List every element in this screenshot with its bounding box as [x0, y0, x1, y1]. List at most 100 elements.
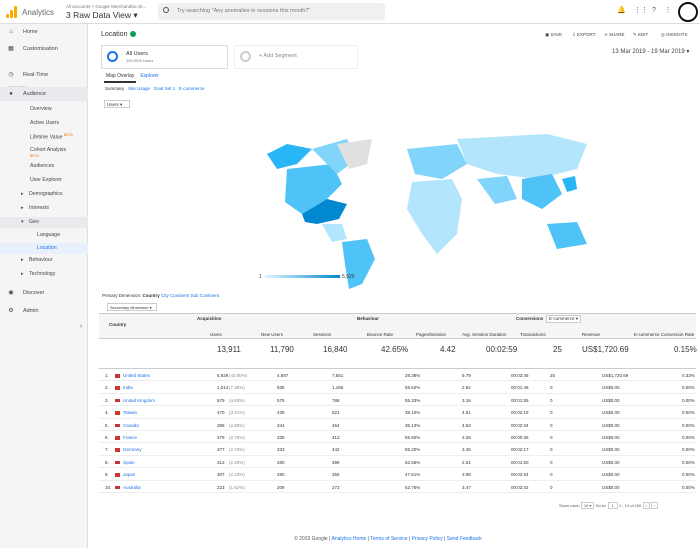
row-number: 5. [105, 422, 109, 428]
sidebar-item-admin[interactable]: ⚙ Admin [0, 308, 88, 318]
save-button[interactable]: ▣ SAVE [545, 32, 563, 37]
country-link[interactable]: France [123, 435, 138, 440]
nav-language[interactable]: Language [37, 232, 61, 238]
apps-grid-icon[interactable]: ⋮⋮ [634, 7, 648, 14]
nav-geo[interactable]: ▾ Geo [0, 217, 88, 228]
new-users-cell: 344 [277, 422, 285, 428]
nav-location[interactable]: Location [0, 243, 88, 254]
country-link[interactable]: Spain [123, 459, 135, 465]
add-segment-button[interactable]: + Add Segment [234, 45, 358, 69]
report-tabs: Map Overlay Explorer [104, 73, 159, 83]
nav-technology[interactable]: ▸ Technology [21, 271, 56, 277]
sidebar-item-label: Customisation [23, 46, 58, 52]
ecommerce-dropdown[interactable]: E-commerce ▾ [546, 315, 582, 323]
analytics-logo[interactable] [6, 6, 18, 18]
country-link[interactable]: Canada [123, 422, 139, 428]
revenue-cell: US$1,720.69 [602, 373, 629, 378]
footer-terms[interactable]: Terms of Service [370, 536, 408, 542]
nav-lifetime-value[interactable]: Lifetime Value BETA [30, 133, 73, 141]
transactions-cell: 25 [550, 373, 556, 378]
date-range-picker[interactable]: 13 Mar 2019 - 19 Mar 2019 ▾ [612, 49, 690, 55]
bell-icon[interactable]: 🔔 [617, 7, 626, 14]
footer-analytics-home[interactable]: Analytics Home [331, 536, 367, 542]
nav-demographics[interactable]: ▸ Demographics [21, 191, 63, 197]
dim-continent[interactable]: Continent [170, 293, 190, 298]
nav-behaviour[interactable]: ▸ Behaviour [21, 257, 53, 263]
next-page-button[interactable]: › [650, 502, 659, 509]
subtab-ecommerce[interactable]: E-commerce [178, 86, 205, 91]
avatar[interactable] [678, 2, 698, 22]
footer-feedback[interactable]: Send Feedback [446, 536, 482, 542]
nav-interests[interactable]: ▸ Interests [21, 205, 49, 211]
share-button[interactable]: ⋖ SHARE [604, 32, 625, 37]
goto-input[interactable]: 1 [607, 502, 618, 509]
row-number: 9. [105, 472, 109, 478]
collapse-chevron-icon[interactable]: ‹ [80, 323, 83, 330]
nav-active-users[interactable]: Active Users [30, 120, 60, 126]
country-link[interactable]: United States [123, 373, 151, 378]
subtab-site-usage[interactable]: Site Usage [128, 86, 151, 91]
flag-icon [115, 448, 120, 452]
country-link[interactable]: India [123, 385, 133, 391]
tab-explorer[interactable]: Explorer [140, 73, 159, 79]
sidebar-item-realtime[interactable]: ◷ Real-Time [0, 72, 88, 82]
world-map[interactable] [257, 124, 617, 299]
col-sessions[interactable]: Sessions [313, 332, 332, 337]
edit-button[interactable]: ✎ EDIT [633, 32, 649, 37]
country-link[interactable]: Australia [123, 484, 141, 490]
country-link[interactable]: Japan [123, 472, 136, 478]
footer-privacy[interactable]: Privacy Policy [411, 536, 443, 542]
col-bounce-rate[interactable]: Bounce Rate [367, 332, 394, 337]
col-avg-duration[interactable]: Avg. Session Duration [462, 332, 507, 337]
prev-page-button[interactable]: ‹ [642, 502, 650, 509]
dim-subcontinent[interactable]: Sub Continent [190, 293, 220, 298]
verified-check-icon [130, 31, 137, 38]
users-cell: 470 [217, 410, 225, 416]
dim-country[interactable]: Country [142, 293, 160, 298]
col-country[interactable]: Country [109, 322, 127, 327]
segment-all-users[interactable]: All Users 100.00% Users [101, 45, 228, 69]
nav-user-explorer[interactable]: User Explorer [30, 177, 62, 183]
search-box[interactable]: Try searching "Any anomalies in sessions… [158, 3, 385, 20]
metric-dropdown[interactable]: Users ▾ [104, 100, 130, 108]
row-number: 6. [105, 435, 109, 440]
dim-city[interactable]: City [161, 293, 169, 298]
col-revenue[interactable]: Revenue [582, 332, 601, 337]
col-conversion-rate[interactable]: E-commerce Conversion Rate [634, 332, 695, 337]
duration-cell: 00:02:17 [511, 447, 529, 453]
secondary-dim-label: Secondary dimension [110, 305, 149, 310]
pps-cell: 4.53 [462, 422, 471, 428]
country-link[interactable]: Germany [123, 447, 142, 453]
more-vert-icon[interactable]: ⋮ [664, 7, 672, 14]
nav-audiences[interactable]: Audiences [30, 163, 55, 169]
col-new-users[interactable]: New Users [261, 332, 284, 337]
col-pages-session[interactable]: Pages/Session [416, 332, 447, 337]
nav-overview[interactable]: Overview [30, 106, 52, 112]
nav-label: Behaviour [29, 257, 53, 263]
country-link[interactable]: United Kingdom [123, 397, 156, 403]
show-rows-select[interactable]: 10 ▾ [580, 502, 595, 509]
action-label: SAVE [550, 32, 563, 37]
account-breadcrumb[interactable]: All accounts > Google Merchandise St... [66, 4, 147, 9]
export-button[interactable]: ⇩ EXPORT [572, 32, 596, 37]
new-users-cell: 209 [277, 484, 285, 490]
sidebar-item-discover[interactable]: ◉ Discover [0, 290, 88, 300]
sessions-cell: 464 [332, 422, 340, 428]
new-users-cell: 280 [277, 459, 285, 465]
revenue-cell: US$0.00 [602, 459, 620, 465]
subtab-goal-set[interactable]: Goal Set 1 [153, 86, 176, 91]
view-selector[interactable]: 3 Raw Data View ▾ [66, 10, 138, 20]
col-users[interactable]: Users [210, 332, 222, 337]
duration-cell: 00:03:46 [511, 373, 529, 378]
subtab-summary[interactable]: Summary [105, 86, 125, 91]
tab-map-overlay[interactable]: Map Overlay [104, 73, 137, 83]
sidebar-item-customisation[interactable]: ▦ Customisation [0, 46, 88, 56]
sidebar-item-audience[interactable]: ● Audience [0, 87, 88, 101]
country-link[interactable]: Taiwan [123, 410, 138, 416]
nav-cohort-analysis[interactable]: Cohort Analysis BETA [30, 147, 66, 159]
sidebar-item-home[interactable]: ⌂ Home [0, 29, 88, 39]
help-icon[interactable]: ? [652, 7, 656, 14]
col-transactions[interactable]: Transactions [520, 332, 546, 337]
secondary-dimension-dropdown[interactable]: Secondary dimension ▾ [107, 303, 157, 311]
insights-button[interactable]: ◎ INSIGHTS [661, 32, 688, 37]
